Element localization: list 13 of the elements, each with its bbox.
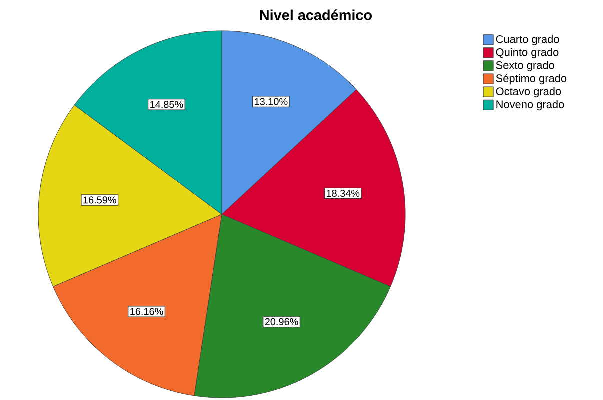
legend-label: Séptimo grado bbox=[496, 74, 567, 85]
legend-label: Noveno grado bbox=[496, 100, 564, 111]
data-label: 16.16% bbox=[130, 308, 164, 316]
legend-label: Quinto grado bbox=[496, 48, 559, 58]
data-label: 18.34% bbox=[327, 190, 360, 198]
legend-label: Octavo grado bbox=[496, 87, 562, 98]
legend-label: Sexto grado bbox=[496, 61, 554, 72]
data-label: 13.10% bbox=[255, 98, 288, 106]
data-label: 20.96% bbox=[265, 318, 298, 326]
data-label: 16.59% bbox=[84, 196, 116, 204]
chart-title: Nivel académico bbox=[260, 10, 372, 20]
legend-label: Cuarto grado bbox=[496, 35, 560, 46]
data-label: 14.85% bbox=[150, 101, 184, 108]
